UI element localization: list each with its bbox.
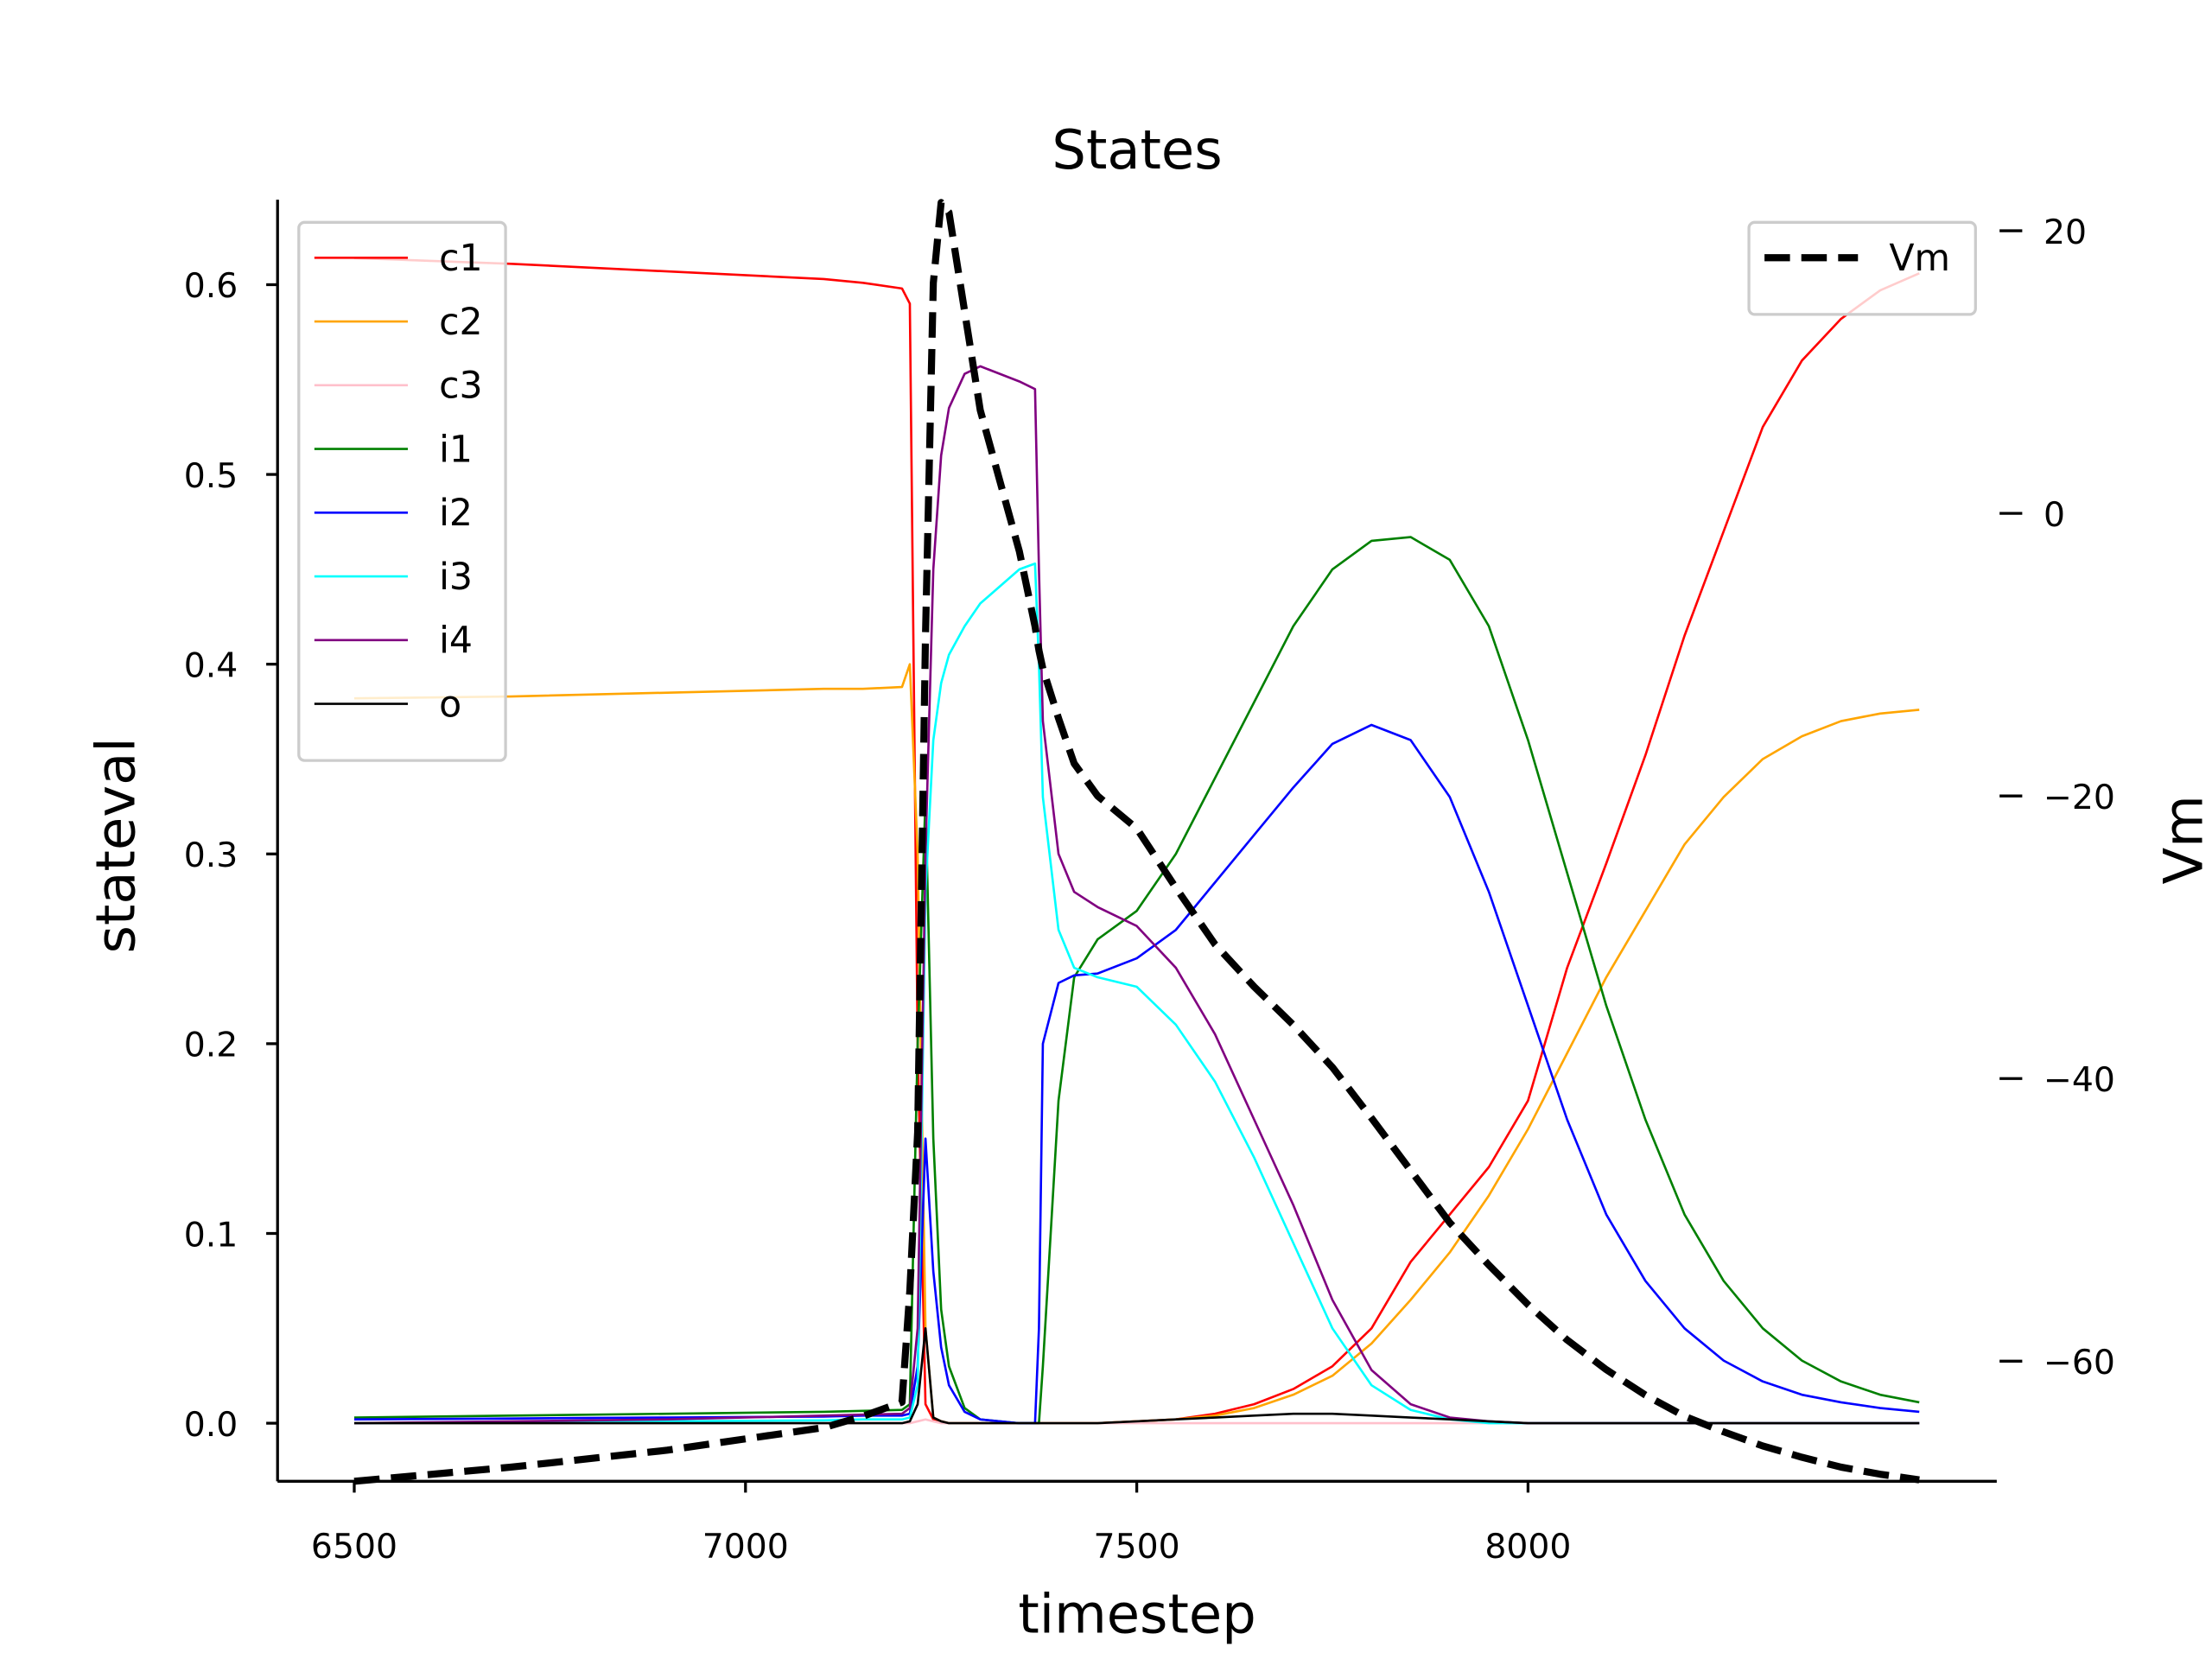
chart-title: States bbox=[1052, 118, 1222, 181]
line bbox=[353, 365, 1920, 1425]
line bbox=[353, 723, 1920, 1425]
legend-box bbox=[297, 220, 507, 762]
y-tick-label: 0.6 bbox=[184, 266, 238, 306]
legend-box bbox=[1747, 220, 1977, 316]
y-tick-label: 0.0 bbox=[184, 1405, 238, 1445]
y-tick-label: 0.3 bbox=[184, 836, 238, 875]
y-tick-label: 0.5 bbox=[184, 456, 238, 496]
legend-label: c3 bbox=[439, 365, 483, 408]
x-tick-label: 6500 bbox=[311, 1527, 397, 1567]
line bbox=[353, 536, 1920, 1425]
legend-label: i4 bbox=[439, 620, 473, 663]
y-tick-label: 0.1 bbox=[184, 1215, 238, 1255]
line bbox=[353, 663, 1920, 1425]
legend-label: i1 bbox=[439, 428, 473, 471]
y-axis-label: stateval bbox=[85, 737, 148, 953]
legend-label: c2 bbox=[439, 301, 483, 344]
y2-tick-label: −60 bbox=[2044, 1343, 2115, 1382]
x-tick-label: 8000 bbox=[1484, 1527, 1571, 1567]
line bbox=[353, 257, 1920, 1425]
line bbox=[353, 562, 1920, 1425]
y-tick-label: 0.2 bbox=[184, 1026, 238, 1065]
legend-label: o bbox=[439, 683, 461, 726]
dashed-line bbox=[353, 199, 1920, 1485]
legend-label: i2 bbox=[439, 492, 473, 535]
y2-axis-label: Vm bbox=[2152, 795, 2212, 884]
legend-label: Vm bbox=[1889, 237, 1950, 280]
y-tick-label: 0.4 bbox=[184, 645, 238, 685]
y2-tick-label: 0 bbox=[2044, 495, 2065, 535]
legend-label: i3 bbox=[439, 556, 473, 599]
x-tick-label: 7000 bbox=[702, 1527, 789, 1567]
legend-label: c1 bbox=[439, 237, 483, 280]
y2-tick-label: −20 bbox=[2044, 778, 2115, 817]
x-axis-label: timestep bbox=[1018, 1583, 1255, 1646]
line bbox=[353, 1327, 1920, 1425]
y2-tick-label: 20 bbox=[2044, 213, 2087, 252]
y2-tick-label: −40 bbox=[2044, 1060, 2115, 1100]
x-tick-label: 7500 bbox=[1094, 1527, 1180, 1567]
